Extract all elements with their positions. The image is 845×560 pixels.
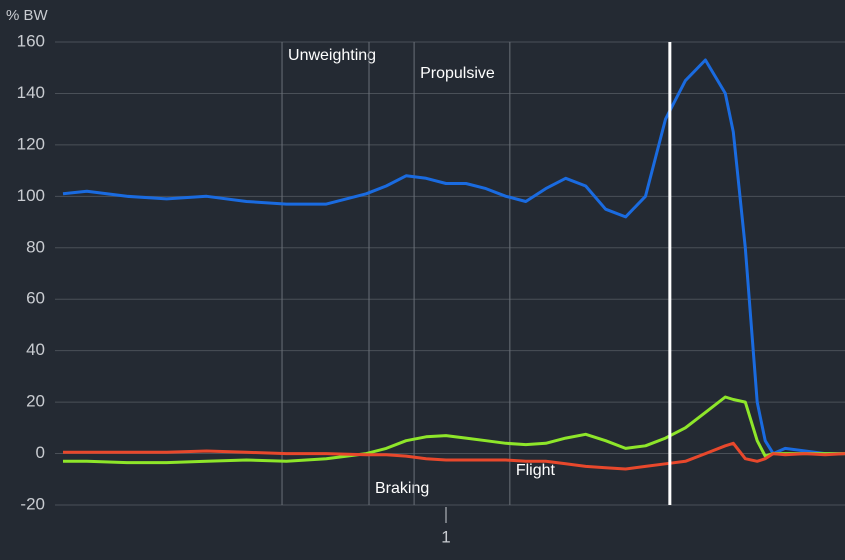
y-tick-label: -20 [20, 494, 45, 513]
series-line [62, 58, 845, 456]
phase-label: Braking [375, 480, 429, 497]
y-tick-label: 0 [36, 443, 45, 462]
y-tick-label: 160 [17, 31, 45, 50]
y-tick-label: 100 [17, 186, 45, 205]
phase-label: Propulsive [420, 65, 495, 82]
y-tick-label: 80 [26, 237, 45, 256]
y-tick-label: 40 [26, 340, 45, 359]
x-tick-label: 1 [441, 527, 450, 546]
y-axis-title: % BW [6, 7, 49, 24]
y-tick-label: 140 [17, 83, 45, 102]
phase-label: Flight [516, 462, 556, 479]
y-tick-label: 20 [26, 392, 45, 411]
y-tick-label: 60 [26, 289, 45, 308]
series-line [63, 395, 845, 465]
phase-label: Unweighting [288, 47, 376, 64]
y-tick-label: 120 [17, 134, 45, 153]
series-line [63, 441, 845, 471]
